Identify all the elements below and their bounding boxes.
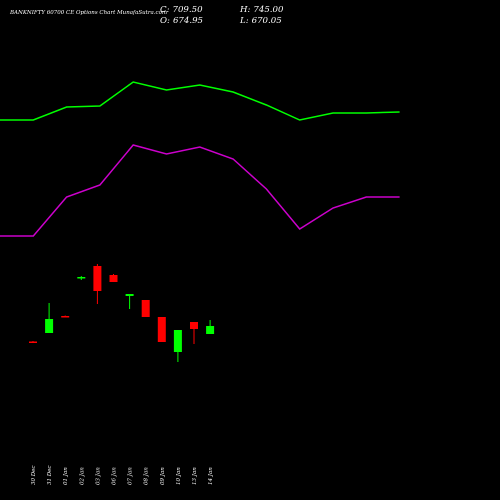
low-readout: L: 670.05	[240, 17, 282, 26]
candle-body	[29, 341, 37, 343]
candle-03-jan	[93, 264, 102, 304]
x-tick-label: 30 Dec	[31, 466, 37, 486]
x-tick-label: 02 Jan	[79, 467, 85, 485]
candle-02-jan	[77, 276, 86, 280]
low-value: 670.05	[251, 16, 282, 26]
candle-body	[77, 277, 86, 279]
close-label: C:	[160, 5, 170, 15]
candle-body	[45, 319, 54, 333]
candle-10-jan	[173, 330, 182, 362]
candle-07-jan	[125, 294, 134, 309]
candle-30-dec	[29, 341, 37, 343]
candle-13-jan	[190, 322, 198, 344]
chart-title: BANKNIFTY 60700 CE Options Chart MunafaS…	[10, 10, 168, 16]
x-axis-labels: 30 Dec 31 Dec 01 Jan 02 Jan 03 Jan 06 Jan 07 J…	[31, 466, 214, 486]
candle-06-jan	[109, 274, 118, 282]
x-tick-label: 07 Jan	[128, 467, 134, 485]
candle-31-dec	[45, 303, 54, 333]
candle-body	[125, 294, 134, 296]
candle-body	[190, 322, 198, 329]
low-label: L:	[240, 16, 249, 26]
candle-08-jan	[141, 300, 150, 317]
x-tick-label: 03 Jan	[95, 467, 101, 485]
x-tick-label: 06 Jan	[112, 467, 118, 485]
high-readout: H: 745.00	[240, 6, 283, 15]
close-readout: C: 709.50	[160, 6, 203, 15]
x-tick-label: 31 Dec	[47, 466, 53, 486]
candle-09-jan	[157, 317, 166, 342]
x-tick-label: 14 Jan	[208, 467, 214, 485]
open-label: O:	[160, 16, 170, 26]
candle-body	[206, 326, 215, 334]
lower-line-series	[0, 144, 400, 237]
x-tick-label: 13 Jan	[192, 467, 198, 485]
high-value: 745.00	[253, 5, 284, 15]
x-tick-label: 10 Jan	[176, 467, 182, 485]
x-tick-label: 09 Jan	[160, 467, 166, 485]
candles	[29, 264, 215, 362]
upper-line-series	[0, 81, 400, 121]
candle-body	[109, 275, 118, 282]
candle-body	[93, 266, 102, 291]
open-value: 674.95	[172, 16, 204, 26]
candle-body	[157, 317, 166, 342]
candle-14-jan	[206, 320, 215, 334]
indicator-lines	[0, 81, 400, 237]
open-readout: O: 674.95	[160, 17, 203, 26]
close-value: 709.50	[172, 5, 203, 15]
candle-body	[61, 316, 70, 318]
candle-body	[173, 330, 182, 352]
candle-01-jan	[61, 315, 70, 318]
x-tick-label: 08 Jan	[144, 467, 150, 485]
candle-body	[141, 300, 150, 317]
high-label: H:	[240, 5, 251, 15]
x-tick-label: 01 Jan	[63, 467, 69, 485]
